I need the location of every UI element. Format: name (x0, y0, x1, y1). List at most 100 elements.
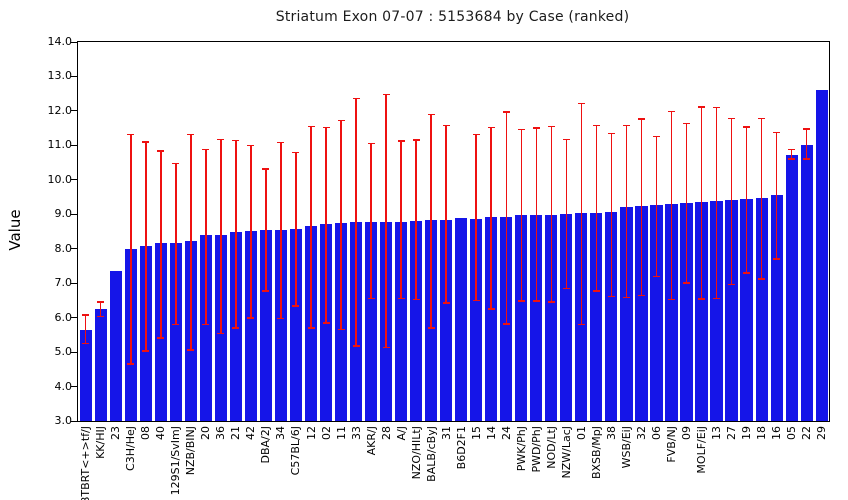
bar (109, 271, 122, 421)
error-bar-cap (698, 298, 706, 300)
y-tick-label: 10.0 (47, 172, 73, 186)
error-bar (670, 111, 673, 300)
y-tick-label: 12.0 (47, 103, 73, 117)
x-tick-label: 27 (725, 426, 739, 440)
error-bar-cap (292, 151, 300, 153)
x-tick-label: 129S1/SvImJ (169, 426, 183, 496)
y-tick-label: 14.0 (47, 35, 73, 48)
error-bar-cap (442, 124, 450, 127)
error-bar-cap (82, 342, 90, 345)
error-bar (565, 139, 568, 289)
error-bar-cap (97, 301, 105, 303)
bar (800, 144, 813, 421)
error-bar (790, 149, 793, 160)
error-bar-cap (307, 125, 315, 128)
y-tick-mark (71, 248, 78, 250)
error-bar-cap (202, 323, 210, 326)
x-tick-label: A/J (394, 426, 408, 441)
error-bar-cap (397, 297, 405, 300)
error-bar (520, 129, 523, 301)
x-tick-label: C57BL/6J (289, 426, 303, 476)
error-bar-cap (728, 117, 736, 120)
x-tick-label: 33 (349, 426, 363, 440)
bar (590, 212, 603, 421)
x-tick-label: BTBRT<+>tf/J (79, 426, 93, 500)
x-tick-label: 20 (199, 426, 213, 440)
y-tick-mark (71, 351, 78, 353)
y-tick-mark (71, 386, 78, 388)
error-bar-cap (607, 132, 615, 135)
y-tick-mark (71, 144, 78, 146)
bar (455, 218, 468, 421)
error-bar (490, 127, 492, 309)
error-bar-cap (577, 323, 585, 326)
bar (364, 221, 378, 421)
error-bar-cap (352, 97, 360, 100)
error-bar-cap (592, 290, 600, 292)
error-bar-cap (247, 317, 255, 319)
error-bar-cap (442, 302, 450, 304)
x-tick-label: 06 (649, 426, 663, 440)
bar (169, 243, 182, 421)
error-bar (220, 139, 222, 334)
x-tick-label: KK/HIJ (94, 426, 108, 459)
x-tick-label: PWK/PhJ (514, 426, 528, 472)
error-bar-cap (142, 350, 150, 352)
y-tick-mark (71, 75, 78, 77)
x-tick-label: 19 (740, 426, 754, 440)
error-bar-cap (127, 363, 135, 365)
error-bar-cap (367, 142, 375, 145)
error-bar-cap (172, 162, 180, 165)
bar (440, 219, 453, 421)
error-bar-cap (577, 102, 585, 105)
error-bar-cap (352, 345, 360, 347)
error-bar (130, 134, 132, 365)
y-axis-label: Value (6, 209, 24, 251)
error-bar (655, 136, 658, 277)
y-tick-mark (71, 110, 78, 112)
bar (680, 202, 693, 421)
error-bar (745, 127, 748, 274)
y-tick-label: 11.0 (47, 138, 73, 152)
error-bar-cap (292, 305, 300, 307)
error-bar (535, 128, 538, 301)
bar (560, 213, 573, 421)
error-bar-cap (367, 297, 375, 300)
x-tick-label: 01 (574, 426, 588, 440)
x-tick-label: 36 (214, 426, 228, 440)
error-bar (310, 126, 312, 328)
x-tick-label: 29 (815, 426, 829, 440)
x-tick-label: BXSB/MpJ (589, 426, 603, 480)
x-tick-label: NZW/LacJ (559, 426, 573, 479)
bar (620, 207, 633, 421)
x-tick-label: 23 (109, 426, 123, 440)
x-tick-label: 31 (439, 426, 453, 440)
error-bar (625, 125, 628, 298)
error-bar-cap (803, 128, 811, 130)
bar (650, 204, 663, 421)
error-bar-cap (427, 113, 435, 116)
bar (815, 89, 828, 421)
y-tick-label: 6.0 (54, 310, 73, 324)
bar (94, 309, 107, 421)
x-tick-label: 02 (319, 426, 333, 440)
plot-area: 3.0 4.0 5.0 6.0 7.0 8.0 9.0 10.0 11.0 12.0 13.0 14.… (48, 35, 830, 500)
x-tick-label: PWD/PhJ (529, 426, 543, 473)
error-bar (700, 106, 703, 300)
error-bar (595, 125, 598, 291)
error-bar-cap (307, 327, 315, 329)
error-bar-cap (698, 106, 706, 108)
error-bar-cap (517, 300, 525, 302)
error-bar-cap (277, 317, 285, 320)
error-bar (445, 125, 447, 304)
x-tick-label: 11 (334, 426, 348, 440)
y-tick-label: 8.0 (54, 241, 73, 255)
bar (244, 231, 257, 421)
x-tick-label: NOD/LtJ (544, 426, 558, 469)
error-bar-cap (397, 140, 405, 142)
y-tick-mark (71, 317, 78, 319)
bar (725, 200, 738, 421)
x-tick-label: 08 (139, 426, 153, 440)
error-bar-cap (262, 290, 270, 292)
